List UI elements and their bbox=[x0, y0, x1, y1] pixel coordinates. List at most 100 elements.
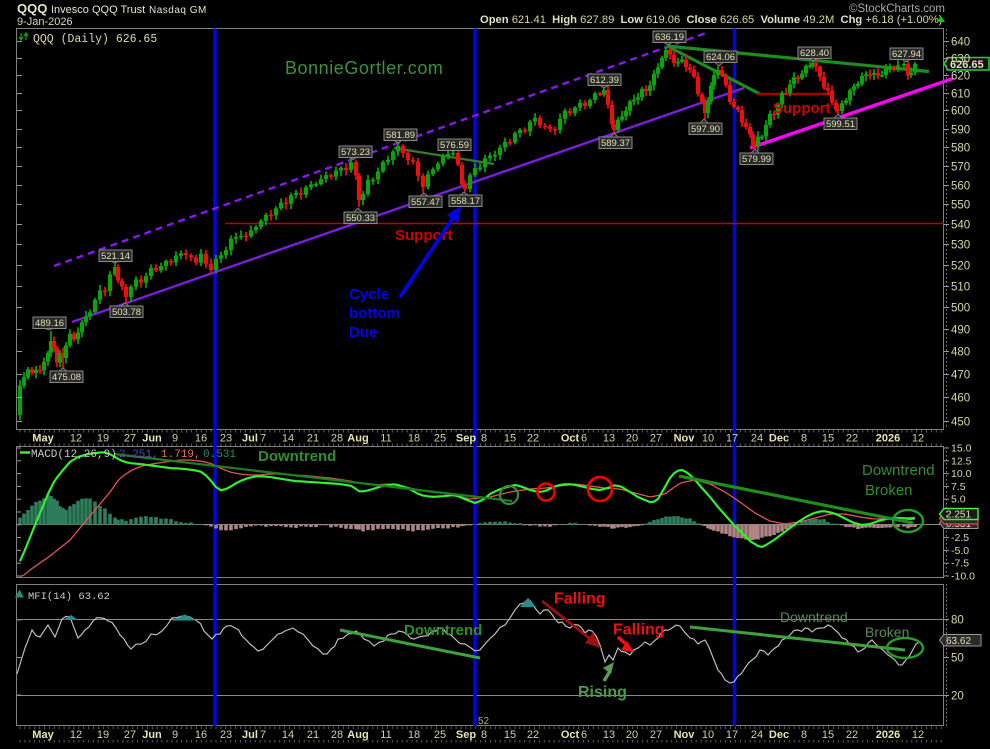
svg-text:23: 23 bbox=[220, 729, 232, 741]
svg-text:9: 9 bbox=[172, 433, 178, 445]
svg-text:25: 25 bbox=[434, 729, 446, 741]
svg-text:50: 50 bbox=[951, 653, 964, 665]
svg-text:503.78: 503.78 bbox=[112, 307, 141, 318]
svg-text:612.39: 612.39 bbox=[590, 75, 619, 86]
svg-text:581.89: 581.89 bbox=[386, 130, 415, 141]
svg-text:Sep: Sep bbox=[456, 433, 476, 445]
svg-text:27: 27 bbox=[124, 433, 136, 445]
svg-text:Sep: Sep bbox=[456, 729, 476, 741]
svg-text:-2.5: -2.5 bbox=[951, 532, 969, 544]
svg-text:Cycle: Cycle bbox=[349, 286, 389, 303]
svg-text:BonnieGortler.com: BonnieGortler.com bbox=[285, 58, 443, 78]
svg-text:626.65: 626.65 bbox=[950, 59, 984, 71]
svg-text:8: 8 bbox=[481, 729, 487, 741]
svg-text:Jun: Jun bbox=[142, 433, 162, 445]
svg-text:7.5: 7.5 bbox=[951, 481, 966, 493]
svg-text:12: 12 bbox=[70, 433, 82, 445]
svg-text:636.19: 636.19 bbox=[655, 32, 684, 43]
svg-text:490: 490 bbox=[951, 325, 970, 337]
svg-text:6: 6 bbox=[581, 433, 587, 445]
svg-text:Dec: Dec bbox=[769, 433, 789, 445]
svg-text:17: 17 bbox=[726, 729, 738, 741]
svg-text:15: 15 bbox=[504, 729, 516, 741]
svg-text:580: 580 bbox=[951, 143, 970, 155]
svg-text:470: 470 bbox=[951, 370, 970, 382]
svg-text:9-Jan-2026: 9-Jan-2026 bbox=[17, 16, 73, 28]
svg-text:610: 610 bbox=[951, 89, 970, 101]
svg-text:7: 7 bbox=[260, 729, 266, 741]
svg-text:QQQ: QQQ bbox=[17, 1, 47, 16]
svg-text:2.251: 2.251 bbox=[946, 510, 971, 521]
svg-text:Broken: Broken bbox=[865, 624, 909, 640]
svg-text:628.40: 628.40 bbox=[800, 48, 829, 59]
svg-text:16: 16 bbox=[195, 729, 207, 741]
svg-text:599.51: 599.51 bbox=[826, 119, 855, 130]
svg-text:450: 450 bbox=[951, 417, 970, 429]
svg-text:Downtrend: Downtrend bbox=[404, 622, 482, 639]
svg-text:11: 11 bbox=[380, 433, 391, 445]
svg-text:21: 21 bbox=[307, 433, 319, 445]
svg-text:12.5: 12.5 bbox=[951, 455, 972, 467]
svg-text:Broken: Broken bbox=[865, 482, 913, 499]
svg-text:6: 6 bbox=[581, 729, 587, 741]
svg-text:576.59: 576.59 bbox=[440, 140, 469, 151]
svg-text:15: 15 bbox=[504, 433, 516, 445]
svg-text:2026: 2026 bbox=[876, 433, 900, 445]
svg-text:80: 80 bbox=[951, 615, 964, 627]
svg-text:27: 27 bbox=[124, 729, 136, 741]
svg-text:8: 8 bbox=[481, 433, 487, 445]
svg-text:489.16: 489.16 bbox=[35, 318, 64, 329]
svg-text:579.99: 579.99 bbox=[742, 154, 771, 165]
svg-text:Falling: Falling bbox=[613, 622, 665, 639]
svg-text:15.0: 15.0 bbox=[951, 443, 972, 455]
svg-text:Dec: Dec bbox=[769, 729, 789, 741]
svg-text:20: 20 bbox=[951, 691, 964, 703]
svg-text:12: 12 bbox=[70, 729, 82, 741]
svg-text:11: 11 bbox=[380, 729, 391, 741]
svg-text:15: 15 bbox=[822, 729, 834, 741]
svg-text:590: 590 bbox=[951, 125, 970, 137]
svg-text:8: 8 bbox=[801, 433, 807, 445]
svg-text:Falling: Falling bbox=[554, 591, 606, 608]
svg-text:Nov: Nov bbox=[674, 729, 696, 741]
svg-text:May: May bbox=[32, 729, 54, 741]
svg-text:630: 630 bbox=[951, 54, 970, 66]
svg-text:624.06: 624.06 bbox=[706, 52, 735, 63]
svg-text:7: 7 bbox=[260, 433, 266, 445]
svg-text:22: 22 bbox=[527, 729, 539, 741]
svg-text:2.251,: 2.251, bbox=[119, 449, 159, 461]
svg-text:10.0: 10.0 bbox=[951, 468, 972, 480]
svg-text:bottom: bottom bbox=[349, 305, 400, 322]
svg-text:Downtrend: Downtrend bbox=[862, 462, 935, 479]
svg-text:24: 24 bbox=[751, 433, 763, 445]
svg-text:13: 13 bbox=[603, 729, 615, 741]
svg-text:Downtrend: Downtrend bbox=[780, 609, 848, 625]
svg-text:8: 8 bbox=[801, 729, 807, 741]
svg-text:627.94: 627.94 bbox=[892, 49, 921, 60]
svg-text:20: 20 bbox=[626, 729, 638, 741]
svg-text:480: 480 bbox=[951, 347, 970, 359]
svg-text:560: 560 bbox=[951, 181, 970, 193]
svg-text:600: 600 bbox=[951, 106, 970, 118]
svg-text:21: 21 bbox=[307, 729, 319, 741]
svg-text:Aug: Aug bbox=[347, 433, 368, 445]
svg-text:22: 22 bbox=[846, 729, 858, 741]
svg-text:500: 500 bbox=[951, 303, 970, 315]
svg-text:22: 22 bbox=[527, 433, 539, 445]
svg-text:557.47: 557.47 bbox=[411, 197, 440, 208]
svg-text:Aug: Aug bbox=[347, 729, 368, 741]
svg-text:-10.0: -10.0 bbox=[951, 571, 975, 583]
svg-text:QQQ (Daily) 626.65: QQQ (Daily) 626.65 bbox=[33, 33, 157, 46]
svg-text:12: 12 bbox=[912, 729, 924, 741]
svg-text:13: 13 bbox=[603, 433, 615, 445]
svg-text:52: 52 bbox=[478, 716, 490, 727]
svg-text:14: 14 bbox=[282, 729, 294, 741]
svg-text:18: 18 bbox=[408, 433, 420, 445]
svg-text:530: 530 bbox=[951, 240, 970, 252]
svg-text:460: 460 bbox=[951, 393, 970, 405]
svg-text:Nasdaq GM: Nasdaq GM bbox=[149, 5, 207, 16]
svg-text:550: 550 bbox=[951, 200, 970, 212]
svg-text:5.0: 5.0 bbox=[951, 494, 966, 506]
svg-text:Jun: Jun bbox=[142, 729, 162, 741]
svg-text:573.23: 573.23 bbox=[341, 147, 370, 158]
